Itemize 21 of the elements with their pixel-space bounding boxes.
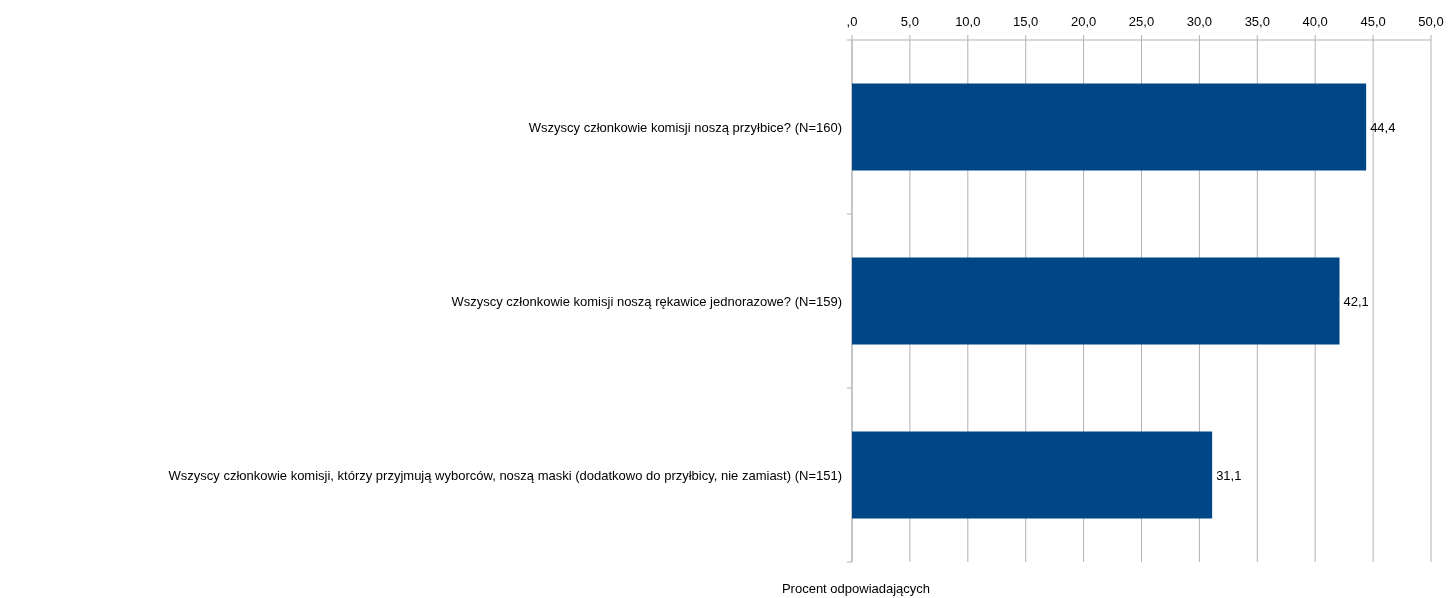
data-label: 44,4 (1370, 119, 1396, 135)
bar (852, 431, 1213, 519)
x-tick-label: ,0 (846, 14, 858, 29)
bar (852, 83, 1367, 171)
data-label: 31,1 (1216, 467, 1242, 483)
x-tick-label: 25,0 (1128, 14, 1155, 29)
x-tick-label: 10,0 (955, 14, 981, 29)
x-tick-label: 15,0 (1013, 14, 1039, 29)
x-tick-label: 45,0 (1360, 14, 1386, 29)
x-tick-label: 20,0 (1070, 14, 1097, 29)
x-tick-label: 40,0 (1302, 14, 1328, 29)
y-tick-label: Wszyscy członkowie komisji, którzy przyjmują wyborców, noszą maski (dodatkowo do przyłbicy, nie zamiast) (N=151) (168, 467, 842, 483)
x-tick-label: 5,0 (900, 14, 919, 29)
bar (852, 257, 1340, 345)
x-tick-label: 35,0 (1244, 14, 1270, 29)
x-tick-label: 50,0 (1418, 14, 1444, 29)
y-tick-label: Wszyscy członkowie komisji noszą rękawice jednorazowe? (N=159) (451, 293, 842, 309)
data-label: 42,1 (1343, 293, 1369, 309)
x-axis-title: Procent odpowiadających (781, 581, 931, 596)
x-tick-label: 30,0 (1186, 14, 1213, 29)
y-tick-label: Wszyscy członkowie komisji noszą przyłbice? (N=160) (528, 119, 842, 135)
